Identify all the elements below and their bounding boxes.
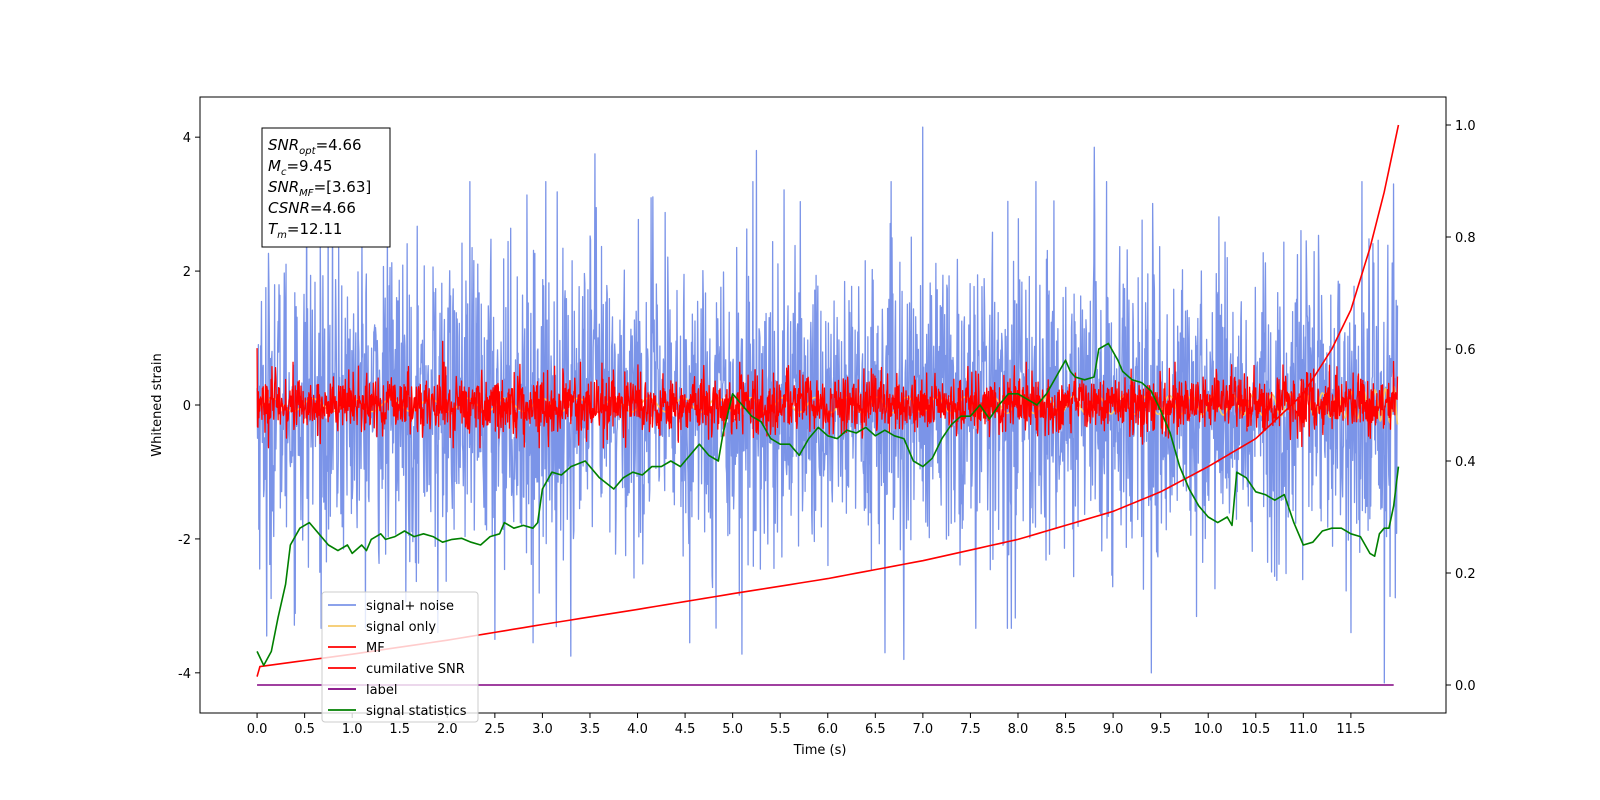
- legend-label-signal-noise: signal+ noise: [366, 599, 454, 614]
- x-tick-label: 5.0: [722, 722, 743, 737]
- x-tick-label: 7.5: [960, 722, 981, 737]
- y2-tick-label: 0.0: [1455, 679, 1476, 694]
- x-tick-label: 11.0: [1289, 722, 1318, 737]
- x-tick-label: 1.5: [389, 722, 410, 737]
- annotation-line: CSNR=4.66: [268, 199, 356, 217]
- x-tick-label: 4.0: [627, 722, 648, 737]
- x-tick-label: 3.5: [580, 722, 601, 737]
- x-tick-label: 6.0: [817, 722, 838, 737]
- x-tick-label: 8.0: [1008, 722, 1029, 737]
- y2-tick-label: 0.2: [1455, 567, 1476, 582]
- annotation-frame: [261, 127, 391, 248]
- x-tick-label: 5.5: [770, 722, 791, 737]
- x-tick-label: 7.0: [913, 722, 934, 737]
- y-axis-label: Whitened strain: [150, 353, 165, 456]
- y2-axis-ticks: 1.0 0.8 0.6 0.4 0.2 0.0: [1446, 119, 1476, 694]
- legend-label-signal-only: signal only: [366, 620, 436, 635]
- x-tick-label: 2.5: [485, 722, 506, 737]
- legend-frame: [321, 591, 479, 723]
- y-tick-label: -4: [178, 667, 191, 682]
- annotation-line: Mc=9.45: [268, 157, 332, 178]
- x-tick-label: 3.0: [532, 722, 553, 737]
- x-tick-label: 4.5: [675, 722, 696, 737]
- x-tick-label: 0.0: [247, 722, 268, 737]
- legend-label-cumilative-snr: cumilative SNR: [366, 662, 465, 677]
- legend-label-signal-statistics: signal statistics: [366, 704, 467, 719]
- y-tick-label: 2: [183, 265, 191, 280]
- legend-label-label: label: [366, 683, 397, 698]
- series-line-signal-noise: [256, 126, 1399, 684]
- x-tick-label: 11.5: [1336, 722, 1365, 737]
- legend-label-mf: MF: [366, 641, 385, 656]
- y-tick-label: 0: [183, 399, 191, 414]
- y2-tick-label: 0.8: [1455, 231, 1476, 246]
- annotation-line: Tm=12.11: [268, 220, 342, 241]
- series-line-mf: [256, 340, 1399, 449]
- y2-tick-label: 1.0: [1455, 119, 1476, 134]
- annotation-line: SNRopt=4.66: [268, 136, 362, 157]
- x-tick-label: 9.5: [1150, 722, 1171, 737]
- x-axis-label: Time (s): [793, 743, 847, 758]
- series-line-signal-statistics: [256, 342, 1400, 667]
- y2-tick-label: 0.6: [1455, 343, 1476, 358]
- x-tick-label: 0.5: [294, 722, 315, 737]
- x-tick-label: 10.0: [1194, 722, 1223, 737]
- x-tick-label: 1.0: [342, 722, 363, 737]
- x-axis-ticks: 0.0 0.5 1.0 1.5 2.0 2.5 3.0 3.5 4.0 4.5 5.0 5.5 6.0 6…: [247, 713, 1365, 737]
- legend: signal+ noise signal only MF cumilative SNR…: [321, 591, 479, 723]
- y-tick-label: -2: [178, 533, 191, 548]
- x-tick-label: 6.5: [865, 722, 886, 737]
- x-tick-label: 8.5: [1055, 722, 1076, 737]
- x-tick-label: 2.0: [437, 722, 458, 737]
- y2-tick-label: 0.4: [1455, 455, 1476, 470]
- x-tick-label: 9.0: [1103, 722, 1124, 737]
- y-tick-label: 4: [183, 131, 191, 146]
- y-axis-ticks: 4 2 0 -2 -4: [178, 131, 200, 682]
- annotation-line: SNRMF=[3.63]: [268, 178, 371, 199]
- x-tick-label: 10.5: [1241, 722, 1270, 737]
